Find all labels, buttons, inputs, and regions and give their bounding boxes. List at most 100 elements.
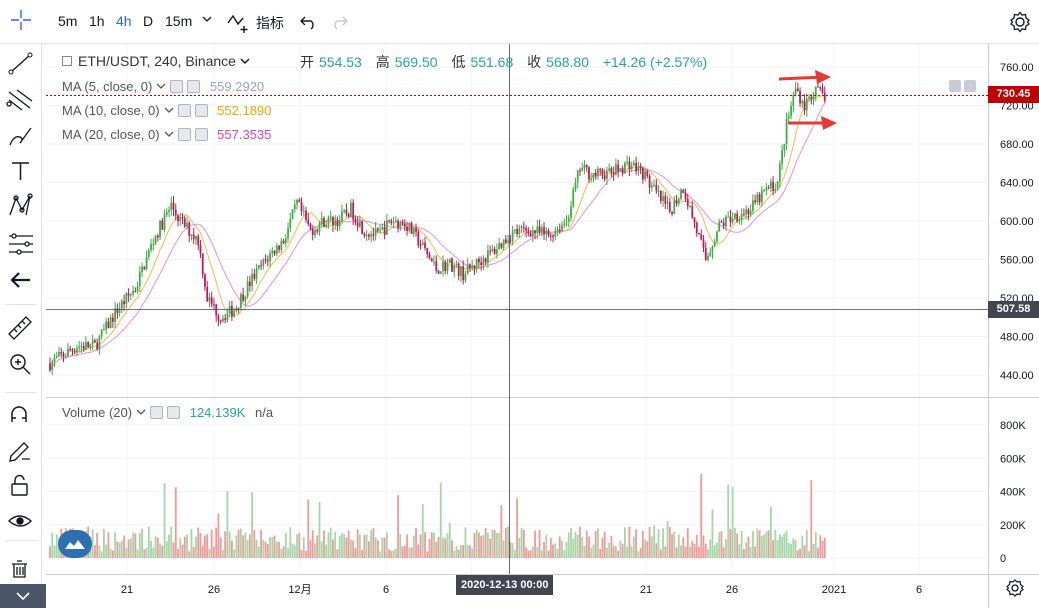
undo-icon[interactable] bbox=[300, 14, 318, 30]
candle-body bbox=[707, 255, 709, 260]
candle-body bbox=[406, 226, 408, 232]
volume-bar bbox=[646, 541, 649, 558]
pattern-icon[interactable] bbox=[9, 193, 33, 216]
chevron-down-icon[interactable] bbox=[202, 14, 212, 24]
volume-bar bbox=[399, 533, 402, 558]
magnet-icon[interactable] bbox=[11, 406, 27, 422]
volume-bar bbox=[152, 547, 155, 558]
crosshair-icon[interactable] bbox=[11, 10, 31, 30]
close-icon[interactable] bbox=[194, 104, 208, 117]
text-tool-icon[interactable] bbox=[12, 162, 29, 180]
candle-body bbox=[217, 315, 220, 320]
interval-1h[interactable]: 1h bbox=[89, 13, 105, 29]
candle-body bbox=[89, 344, 92, 348]
candle-body bbox=[334, 220, 337, 226]
close-icon[interactable] bbox=[167, 406, 181, 419]
volume-bar bbox=[814, 532, 817, 558]
interval-15m[interactable]: 15m bbox=[165, 13, 193, 29]
volume-bar bbox=[147, 526, 150, 558]
trend-line-icon[interactable] bbox=[8, 52, 33, 75]
candle-body bbox=[85, 342, 87, 350]
candle-body bbox=[78, 346, 81, 349]
pane-up-button[interactable] bbox=[964, 80, 976, 92]
candle-body bbox=[181, 216, 184, 219]
volume-bar bbox=[127, 539, 130, 558]
candle-body bbox=[76, 348, 78, 353]
gear-icon[interactable] bbox=[1006, 579, 1024, 597]
candle-body bbox=[394, 220, 397, 223]
chart-canvas[interactable]: 760.00720.00680.00640.00600.00560.00520.… bbox=[46, 44, 1039, 608]
interval-4h[interactable]: 4h bbox=[116, 13, 132, 29]
volume-bar bbox=[446, 533, 449, 558]
eye-icon[interactable] bbox=[170, 80, 184, 93]
volume-bar bbox=[781, 536, 783, 558]
volume-bar bbox=[266, 543, 269, 558]
time-tick-label: 26 bbox=[208, 584, 220, 596]
close-icon[interactable] bbox=[187, 80, 201, 93]
ruler-icon[interactable] bbox=[8, 316, 32, 340]
gear-icon[interactable] bbox=[1009, 11, 1031, 33]
back-arrow-icon[interactable] bbox=[10, 272, 30, 288]
candle-body bbox=[260, 265, 262, 267]
volume-bar bbox=[511, 542, 514, 558]
volume-bar bbox=[606, 547, 608, 558]
candle-body bbox=[53, 358, 56, 362]
volume-bar bbox=[520, 527, 523, 558]
eye-icon[interactable] bbox=[7, 515, 33, 527]
candle-body bbox=[819, 86, 822, 89]
candle-body bbox=[502, 239, 505, 248]
volume-bar bbox=[174, 487, 177, 558]
volume-bar bbox=[794, 540, 797, 558]
indicators-icon[interactable] bbox=[227, 11, 253, 33]
candle-body bbox=[147, 249, 150, 257]
chevron-down-icon[interactable] bbox=[164, 129, 174, 139]
interval-5m[interactable]: 5m bbox=[58, 13, 78, 29]
volume-bar bbox=[774, 529, 777, 558]
prediction-icon[interactable] bbox=[9, 233, 33, 255]
close-icon[interactable] bbox=[194, 128, 208, 141]
volume-bar bbox=[336, 549, 339, 558]
volume-bar bbox=[776, 540, 779, 558]
collapse-toolbar-button[interactable] bbox=[0, 584, 46, 608]
volume-bar bbox=[242, 535, 245, 558]
volume-bar bbox=[583, 545, 586, 558]
candle-body bbox=[219, 319, 222, 322]
lock-drawing-icon[interactable] bbox=[9, 442, 30, 462]
candle-body bbox=[536, 226, 539, 234]
chevron-down-icon[interactable] bbox=[240, 56, 250, 66]
volume-bar bbox=[394, 548, 397, 558]
volume-bar bbox=[617, 550, 620, 558]
candle-body bbox=[448, 258, 451, 264]
candle-body bbox=[327, 217, 330, 225]
ma20-value: 557.3535 bbox=[217, 127, 272, 142]
candle-body bbox=[749, 210, 752, 215]
volume-bar bbox=[731, 487, 734, 558]
zoom-in-icon[interactable] bbox=[10, 354, 31, 375]
interval-d[interactable]: D bbox=[143, 13, 154, 29]
tradingview-logo[interactable] bbox=[58, 530, 92, 558]
eye-icon[interactable] bbox=[150, 406, 164, 419]
candle-body bbox=[641, 167, 644, 180]
candle-body bbox=[531, 230, 534, 237]
candle-body bbox=[612, 172, 615, 175]
close-label: 收 bbox=[527, 54, 542, 70]
trash-icon[interactable] bbox=[12, 560, 27, 578]
indicators-button[interactable]: 指标 bbox=[256, 15, 284, 31]
volume-bar bbox=[208, 548, 211, 558]
volume-bar bbox=[309, 540, 312, 558]
eye-icon[interactable] bbox=[177, 128, 191, 141]
brush-icon[interactable] bbox=[9, 127, 32, 146]
chevron-down-icon[interactable] bbox=[136, 407, 146, 417]
lock-icon[interactable] bbox=[11, 474, 28, 496]
volume-bar bbox=[810, 480, 813, 558]
pane-down-button[interactable] bbox=[949, 80, 961, 92]
volume-bar bbox=[132, 532, 134, 558]
eye-icon[interactable] bbox=[177, 104, 191, 117]
volume-bar bbox=[821, 540, 824, 558]
volume-bar bbox=[783, 533, 786, 558]
fib-retracement-icon[interactable] bbox=[6, 89, 33, 111]
chevron-down-icon[interactable] bbox=[156, 81, 166, 91]
collapse-legend-icon[interactable] bbox=[62, 56, 72, 66]
candle-body bbox=[493, 248, 496, 254]
chevron-down-icon[interactable] bbox=[164, 105, 174, 115]
